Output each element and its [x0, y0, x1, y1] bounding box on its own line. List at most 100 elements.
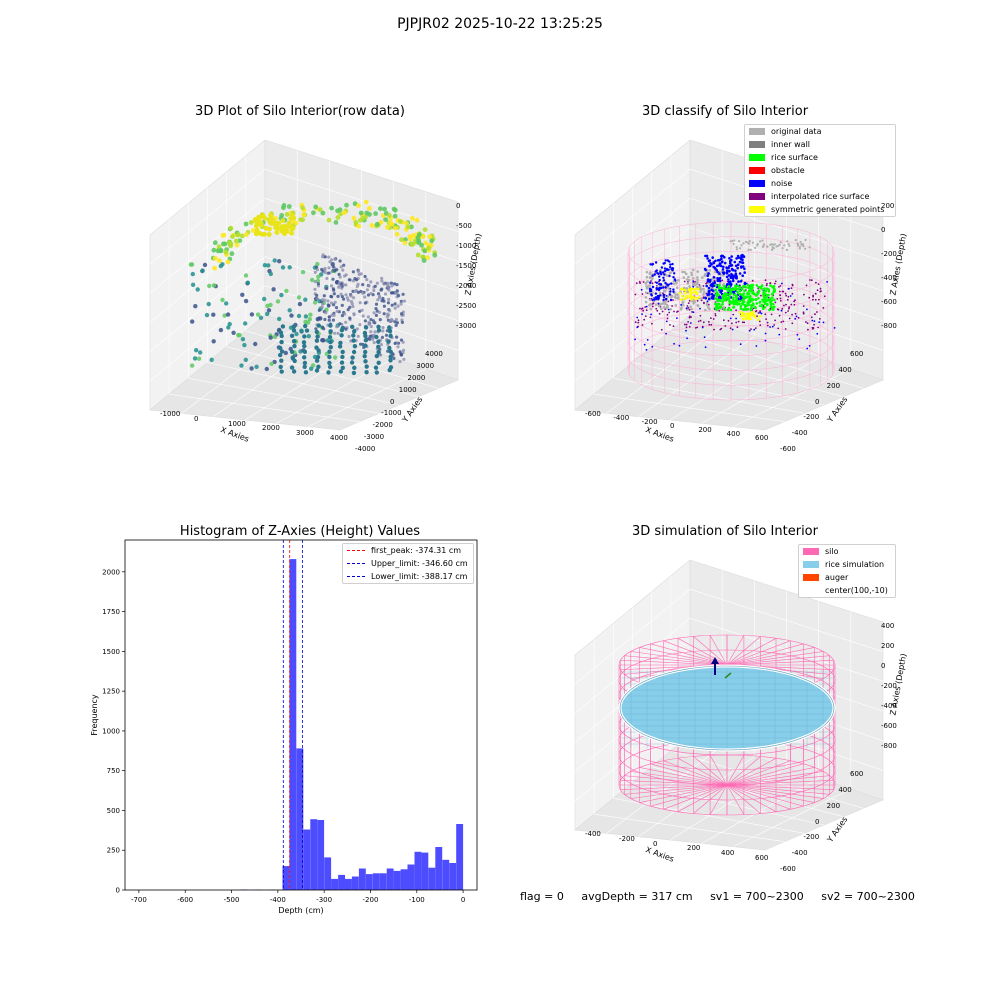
scatter-point [225, 312, 231, 317]
scatter-point [738, 260, 742, 264]
scatter-point [799, 240, 802, 244]
scatter-point [666, 284, 670, 287]
scatter-point [798, 338, 801, 340]
scatter-point [346, 298, 350, 302]
scatter-point [752, 307, 755, 310]
scatter-point [742, 242, 745, 245]
scatter-point [369, 291, 373, 296]
scatter-point [755, 284, 759, 287]
scatter-point [287, 265, 292, 270]
scatter-point [763, 306, 767, 309]
scatter-point [758, 320, 761, 323]
scatter-point [757, 290, 760, 293]
scatter-point [271, 287, 276, 292]
scatter-point [644, 306, 647, 308]
scatter-point [779, 285, 782, 287]
scatter-point [690, 273, 694, 277]
legend-entry: inner wall [745, 138, 895, 151]
scatter-point [249, 366, 254, 371]
scatter-point [367, 284, 371, 288]
scatter-point [762, 288, 766, 291]
scatter-point [351, 338, 356, 343]
scatter-point [279, 228, 285, 234]
scatter-point [645, 349, 648, 351]
scatter-point [704, 254, 707, 258]
scatter-point [667, 287, 671, 290]
scatter-point [336, 331, 340, 335]
scatter-point [338, 275, 342, 279]
scatter-point [649, 302, 652, 306]
scatter-point [762, 292, 765, 296]
scatter-point [816, 311, 818, 313]
scatter-point [329, 301, 334, 305]
legend-swatch [803, 574, 819, 581]
legend-swatch [749, 128, 765, 135]
scatter-point [794, 239, 797, 242]
legend-label: interpolated rice surface [771, 192, 870, 201]
scatter-point [807, 328, 809, 331]
scatter-point [355, 284, 359, 289]
scatter-point [727, 297, 731, 300]
scatter-point [407, 234, 413, 239]
scatter-point [661, 310, 664, 313]
scatter-point [280, 324, 286, 329]
scatter-point [804, 238, 807, 242]
scatter-point [747, 317, 751, 321]
scatter-point [779, 294, 782, 297]
scatter-point [683, 280, 686, 283]
scatter-point [781, 290, 784, 293]
scatter-point [746, 283, 750, 287]
panel4-x-tick: -400 [585, 830, 601, 838]
scatter-point [676, 311, 678, 313]
scatter-point [692, 283, 695, 286]
scatter-point [662, 293, 665, 297]
scatter-point [258, 220, 264, 226]
scatter-point [277, 316, 282, 322]
scatter-point [731, 279, 735, 283]
scatter-point [685, 278, 689, 281]
scatter-point [324, 311, 328, 315]
scatter-point [738, 302, 741, 306]
auger-arrow [724, 672, 732, 679]
legend-swatch [749, 154, 765, 161]
scatter-point [398, 360, 402, 364]
scatter-point [369, 280, 373, 284]
scatter-point [296, 313, 302, 319]
histogram-bar [400, 869, 408, 890]
scatter-point [798, 247, 801, 250]
scatter-point [415, 252, 421, 258]
scatter-point [756, 315, 758, 318]
histogram-y-tick: 750 [107, 767, 120, 775]
scatter-point [674, 304, 678, 307]
scatter-point [775, 245, 778, 248]
scatter-point [690, 271, 693, 275]
scatter-point [800, 243, 803, 246]
scatter-point [258, 315, 264, 320]
histogram-bar [324, 857, 332, 890]
scatter-point [352, 365, 357, 370]
scatter-point [735, 257, 738, 260]
scatter-point [702, 285, 705, 287]
scatter-point [644, 291, 648, 294]
scatter-point [239, 233, 245, 239]
scatter-point [826, 281, 828, 283]
scatter-point [402, 357, 406, 361]
scatter-point [687, 278, 691, 282]
status-footer: flag = 0 avgDepth = 317 cm sv1 = 700~230… [520, 890, 915, 903]
scatter-point [369, 330, 373, 334]
scatter-point [302, 343, 307, 349]
scatter-point [287, 308, 292, 313]
scatter-point [678, 291, 682, 295]
scatter-point [726, 287, 729, 291]
scatter-point [300, 217, 305, 223]
scatter-point [394, 317, 398, 322]
scatter-point [321, 255, 325, 259]
scatter-point [374, 307, 378, 311]
histogram-x-tick: -700 [131, 896, 147, 904]
scatter-point [279, 358, 284, 363]
scatter-point [676, 293, 679, 296]
scatter-point [688, 325, 691, 328]
scatter-point [770, 313, 773, 316]
panel4-y-tick: -400 [791, 849, 808, 858]
scatter-point [691, 277, 695, 280]
